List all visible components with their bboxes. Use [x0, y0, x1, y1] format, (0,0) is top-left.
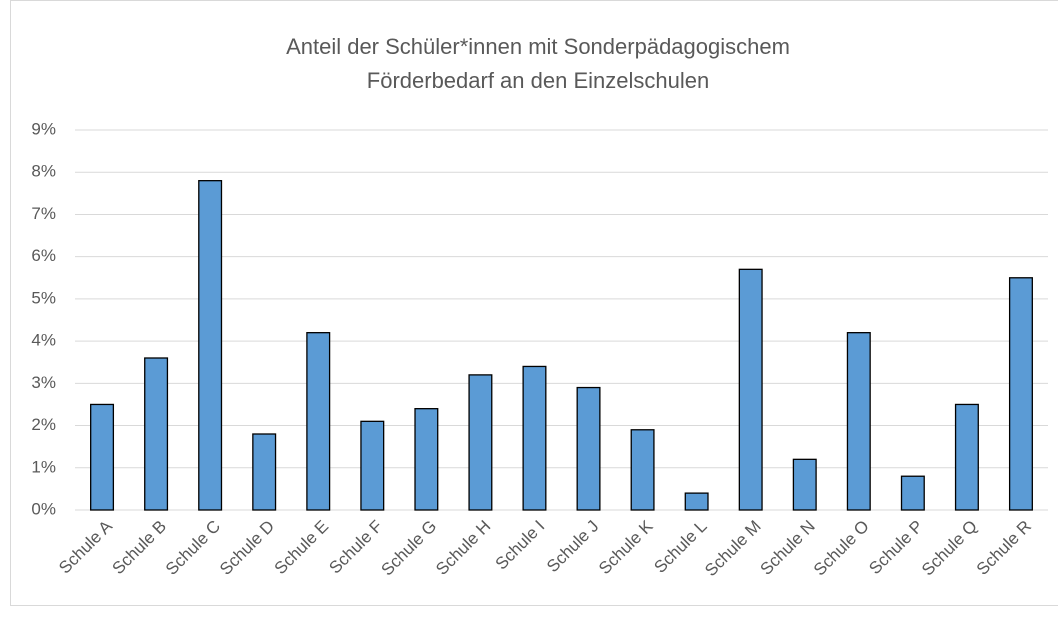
- chart-frame: [10, 0, 1058, 606]
- bar: [144, 357, 169, 511]
- bar: [576, 386, 601, 511]
- y-tick-label: 7%: [31, 204, 56, 223]
- bar: [522, 365, 547, 511]
- x-tick-label: Schule J: [543, 517, 603, 577]
- bar: [954, 403, 979, 511]
- bar: [198, 180, 223, 511]
- x-tick-label: Schule Q: [918, 517, 981, 580]
- x-tick-label: Schule N: [757, 517, 819, 579]
- x-tick-label: Schule R: [973, 517, 1035, 579]
- bar: [90, 403, 115, 511]
- x-tick-label: Schule O: [810, 517, 873, 580]
- bar: [900, 475, 925, 511]
- bar: [252, 433, 277, 511]
- bar: [792, 458, 817, 511]
- x-tick-label: Schule G: [377, 517, 440, 580]
- x-tick-label: Schule P: [865, 517, 927, 579]
- x-tick-label: Schule E: [271, 517, 333, 579]
- chart-title: Förderbedarf an den Einzelschulen: [367, 68, 709, 93]
- y-tick-label: 4%: [31, 331, 56, 350]
- x-tick-label: Schule H: [432, 517, 494, 579]
- x-tick-label: Schule M: [701, 517, 765, 581]
- bar: [360, 420, 385, 511]
- y-tick-label: 6%: [31, 246, 56, 265]
- x-tick-label: Schule K: [595, 516, 657, 578]
- y-tick-label: 1%: [31, 457, 56, 476]
- x-tick-label: Schule I: [492, 517, 549, 574]
- bar: [684, 492, 709, 511]
- y-tick-label: 2%: [31, 415, 56, 434]
- x-tick-label: Schule F: [325, 517, 386, 578]
- y-tick-label: 5%: [31, 288, 56, 307]
- y-tick-label: 9%: [31, 119, 56, 138]
- y-tick-label: 3%: [31, 373, 56, 392]
- bar: [468, 374, 493, 511]
- bar: [630, 429, 655, 511]
- y-tick-label: 0%: [31, 499, 56, 518]
- bar: [306, 332, 331, 511]
- bar: [738, 268, 763, 511]
- bar: [1008, 277, 1033, 511]
- chart-title: Anteil der Schüler*innen mit Sonderpädag…: [286, 34, 790, 59]
- x-tick-label: Schule C: [162, 517, 224, 579]
- bar: [414, 408, 439, 511]
- bar: [846, 332, 871, 511]
- x-tick-label: Schule B: [109, 517, 171, 579]
- x-tick-label: Schule A: [55, 516, 116, 577]
- x-tick-label: Schule D: [216, 517, 278, 579]
- y-tick-label: 8%: [31, 162, 56, 181]
